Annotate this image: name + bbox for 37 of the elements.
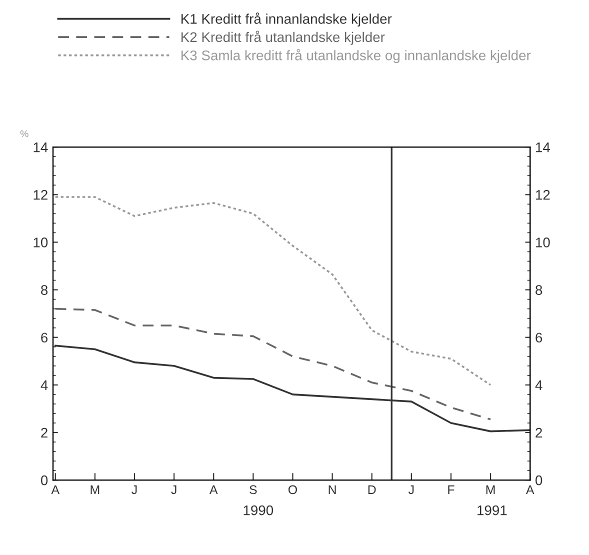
y2-tick-label: 12: [536, 190, 550, 200]
y-tick-label: 6: [41, 332, 48, 343]
y-tick-label: 2: [41, 428, 48, 438]
y-tick-label: 14: [34, 142, 48, 152]
y-tick-label: 12: [34, 190, 48, 200]
x-tick-label: J: [171, 485, 176, 494]
y2-tick-label: 14: [536, 142, 550, 152]
x-tick-label: A: [209, 485, 218, 494]
x-tick-label: D: [368, 485, 376, 494]
y-tick-label: 8: [41, 285, 48, 295]
line-series: [54, 196, 492, 386]
y-tick-label: 10: [34, 238, 48, 248]
text: K3 Samla kreditt frå utanlandske og innanlandske kjelder: [182, 48, 531, 64]
x-tick-label: N: [328, 485, 336, 494]
x-tick-label: A: [51, 485, 60, 494]
line-series: [54, 308, 492, 420]
text: 1990: [244, 505, 274, 516]
text: K2 Kreditt frå utanlandske kjelder: [182, 30, 385, 45]
y2-tick-label: 0: [536, 475, 542, 486]
y2-tick-label: 4: [535, 380, 542, 390]
y-axis-title: %: [20, 130, 28, 138]
y2-tick-label: 6: [536, 332, 542, 343]
x-tick-label: F: [448, 485, 454, 494]
y2-tick-label: 2: [536, 428, 542, 438]
x-tick-label: J: [408, 485, 414, 494]
y-tick-label: 4: [40, 380, 48, 390]
x-tick-label: J: [132, 485, 137, 494]
text: 1991: [478, 505, 507, 516]
x-tick-label: M: [90, 485, 100, 494]
x-tick-label: O: [288, 485, 298, 494]
y-tick-label: 0: [40, 475, 48, 486]
y2-tick-label: 10: [536, 238, 550, 248]
x-tick-label: A: [526, 485, 534, 494]
x-tick-label: S: [250, 485, 257, 494]
x-tick-label: M: [486, 485, 495, 494]
y2-tick-label: 8: [536, 285, 542, 295]
text: K1 Kreditt frå innanlandske kjelder: [182, 12, 392, 27]
